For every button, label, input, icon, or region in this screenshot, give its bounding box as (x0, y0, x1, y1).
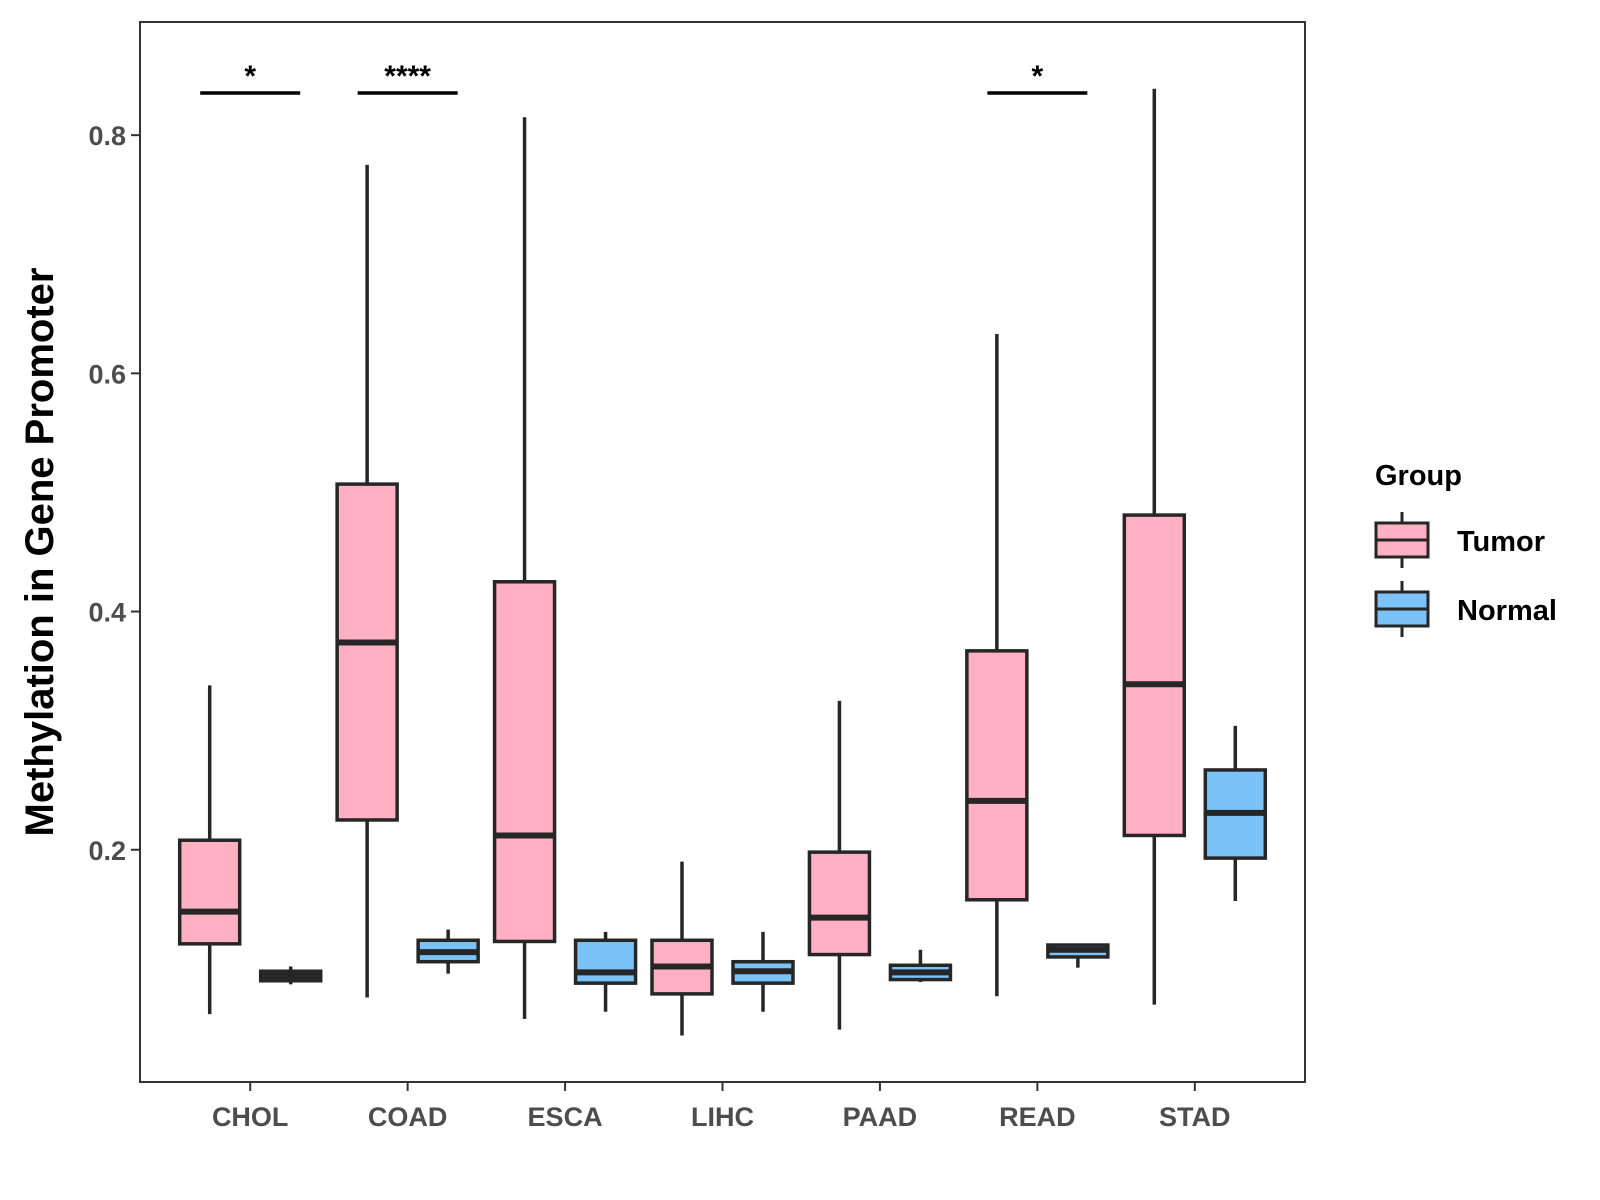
iqr-box-read-tumor (965, 649, 1029, 902)
box-stad-normal (1203, 725, 1268, 901)
legend-item-normal: Normal (1374, 581, 1557, 637)
x-tick-label-stad: STAD (1159, 1102, 1231, 1132)
x-tick-label-lihc: LIHC (691, 1102, 754, 1132)
x-tick-label-coad: COAD (368, 1102, 448, 1132)
x-tick-label-paad: PAAD (843, 1102, 918, 1132)
box-read-tumor (965, 334, 1029, 997)
box-chol-normal (258, 966, 323, 985)
iqr-box-esca-normal (573, 938, 638, 985)
legend-title: Group (1375, 460, 1462, 492)
box-stad-tumor (1122, 88, 1187, 1005)
box-lihc-tumor (650, 861, 714, 1036)
significance-label-chol: * (244, 60, 256, 93)
y-tick-label: 0.2 (88, 836, 126, 866)
significance-annotations: * **** * (200, 60, 1088, 95)
box-esca-tumor (492, 117, 557, 1019)
box-lihc-normal (731, 931, 795, 1012)
iqr-box-esca-tumor (492, 580, 557, 944)
x-axis: CHOL COAD ESCA LIHC PAAD READ STAD (212, 1082, 1231, 1132)
significance-label-read: * (1032, 60, 1044, 93)
iqr-box-stad-tumor (1122, 513, 1187, 838)
iqr-box-coad-tumor (335, 482, 399, 822)
legend-label-tumor: Tumor (1457, 526, 1545, 558)
box-paad-normal (888, 949, 953, 982)
box-chol-tumor (177, 685, 242, 1015)
chart-marks (177, 88, 1268, 1036)
x-tick-label-chol: CHOL (212, 1102, 289, 1132)
x-tick-label-esca: ESCA (528, 1102, 603, 1132)
iqr-box-paad-tumor (807, 850, 872, 957)
y-tick-label: 0.6 (88, 359, 126, 389)
box-esca-normal (573, 931, 638, 1012)
legend-label-normal: Normal (1457, 595, 1557, 627)
box-paad-tumor (807, 700, 872, 1030)
box-coad-normal (416, 929, 480, 974)
y-tick-label: 0.8 (88, 121, 126, 151)
significance-label-coad: **** (384, 60, 431, 93)
box-read-normal (1046, 943, 1110, 968)
box-coad-tumor (335, 164, 399, 998)
legend: Group Tumor Normal (1374, 460, 1557, 637)
y-tick-label: 0.4 (88, 598, 126, 628)
y-axis-label: Methylation in Gene Promoter (18, 268, 62, 837)
plot-panel (139, 21, 1306, 1083)
legend-item-tumor: Tumor (1374, 512, 1545, 568)
x-tick-label-read: READ (999, 1102, 1076, 1132)
iqr-box-chol-tumor (177, 838, 242, 946)
y-axis: 0.2 0.4 0.6 0.8 (88, 121, 140, 866)
